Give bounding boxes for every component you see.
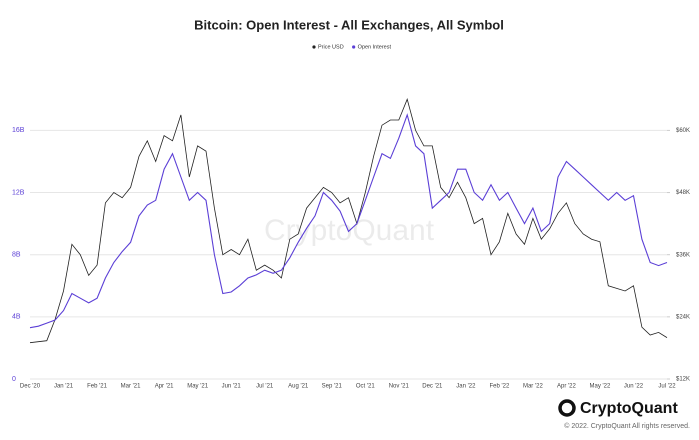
x-tick-label: Oct '21 — [356, 384, 375, 390]
x-tick-label: Nov '21 — [389, 384, 410, 390]
logo-icon — [558, 399, 576, 417]
y-tick-label: 12B — [12, 189, 25, 196]
x-tick-label: Jul '22 — [658, 384, 676, 390]
brand: CryptoQuant — [580, 400, 678, 417]
x-tick-label: Feb '21 — [87, 384, 107, 390]
legend: Price USD Open Interest — [312, 44, 391, 50]
y2-tick-label: $12K — [676, 377, 690, 383]
x-tick-label: Dec '20 — [20, 384, 41, 390]
x-tick-label: Jan '22 — [456, 384, 476, 390]
x-tick-label: Apr '21 — [155, 384, 174, 390]
legend-marker — [312, 45, 316, 49]
x-tick-label: Mar '22 — [523, 384, 543, 390]
y2-tick-label: $36K — [676, 252, 690, 258]
x-tick-label: Mar '21 — [121, 384, 141, 390]
y-tick-label: 0 — [12, 376, 16, 383]
x-tick-label: Aug '21 — [288, 384, 309, 390]
x-tick-label: May '21 — [187, 384, 208, 390]
y2-tick-label: $24K — [676, 314, 690, 320]
legend-label: Open Interest — [358, 44, 392, 50]
chart-title: Bitcoin: Open Interest - All Exchanges, … — [194, 17, 504, 32]
x-tick-label: Sep '21 — [322, 384, 343, 390]
series-line — [29, 98, 668, 344]
x-tick-label: May '22 — [590, 384, 611, 390]
x-tick-label: Feb '22 — [489, 384, 509, 390]
copyright: © 2022. CryptoQuant All rights reserved. — [564, 422, 690, 430]
x-tick-label: Jun '21 — [222, 384, 242, 390]
x-tick-label: Apr '22 — [557, 384, 576, 390]
y-tick-label: 16B — [12, 127, 25, 134]
legend-marker — [352, 45, 356, 49]
brand-logo: CryptoQuant — [558, 399, 678, 417]
y-tick-label: 8B — [12, 252, 21, 259]
x-tick-label: Jan '21 — [54, 384, 74, 390]
series-line — [29, 113, 668, 329]
y2-tick-label: $60K — [676, 128, 690, 134]
y2-tick-label: $48K — [676, 190, 690, 196]
legend-label: Price USD — [318, 44, 344, 50]
x-tick-label: Jun '22 — [624, 384, 644, 390]
y-tick-label: 4B — [12, 314, 21, 321]
x-tick-label: Jul '21 — [256, 384, 274, 390]
x-tick-label: Dec '21 — [422, 384, 443, 390]
